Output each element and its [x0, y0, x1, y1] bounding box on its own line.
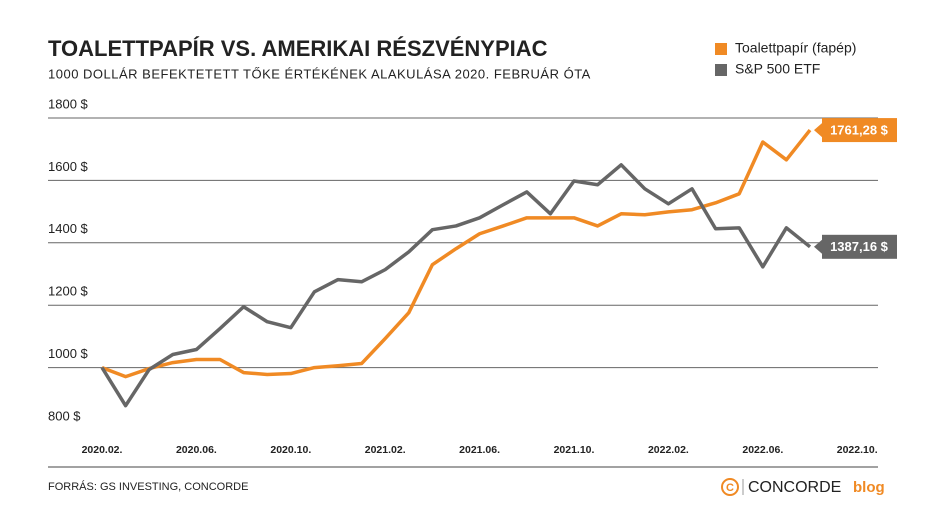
x-tick-label: 2020.10.	[270, 444, 311, 456]
logo-icon-letter: C	[726, 482, 734, 494]
value-label-bg	[822, 234, 897, 259]
y-tick-label: 800 $	[48, 408, 81, 423]
chart-subtitle: 1000 DOLLÁR BEFEKTETETT TŐKE ÉRTÉKÉNEK A…	[48, 66, 591, 81]
brand: CONCORDE	[748, 479, 841, 496]
value-label-bg	[822, 118, 897, 143]
legend-label: Toalettpapír (fapép)	[735, 40, 856, 56]
x-tick-label: 2022.06.	[742, 444, 783, 456]
label-pointer	[814, 123, 822, 138]
line-series	[101, 128, 812, 379]
y-tick-label: 1400 $	[48, 221, 89, 236]
value-label: 1761,28 $	[830, 123, 889, 138]
brand-suffix: blog	[853, 479, 885, 496]
chart-title: TOALETTPAPÍR VS. AMERIKAI RÉSZVÉNYPIAC	[48, 36, 548, 61]
x-tick-label: 2021.02.	[365, 444, 406, 456]
y-tick-label: 1000 $	[48, 346, 89, 361]
y-tick-label: 1200 $	[48, 284, 89, 299]
y-tick-label: 1800 $	[48, 96, 89, 111]
x-tick-label: 2020.02.	[82, 444, 123, 456]
y-tick-label: 1600 $	[48, 159, 89, 174]
x-tick-label: 2022.02.	[648, 444, 689, 456]
logo-icon	[721, 478, 739, 496]
legend-swatch	[715, 64, 727, 76]
x-tick-label: 2021.10.	[554, 444, 595, 456]
x-tick-label: 2021.06.	[459, 444, 500, 456]
label-pointer	[814, 239, 822, 254]
value-label: 1387,16 $	[830, 239, 889, 254]
legend-swatch	[715, 43, 727, 55]
source: FORRÁS: GS INVESTING, CONCORDE	[48, 480, 248, 493]
line-series	[100, 163, 812, 408]
x-tick-label: 2022.10.	[837, 444, 878, 456]
legend-label: S&P 500 ETF	[735, 61, 820, 77]
x-tick-label: 2020.06.	[176, 444, 217, 456]
